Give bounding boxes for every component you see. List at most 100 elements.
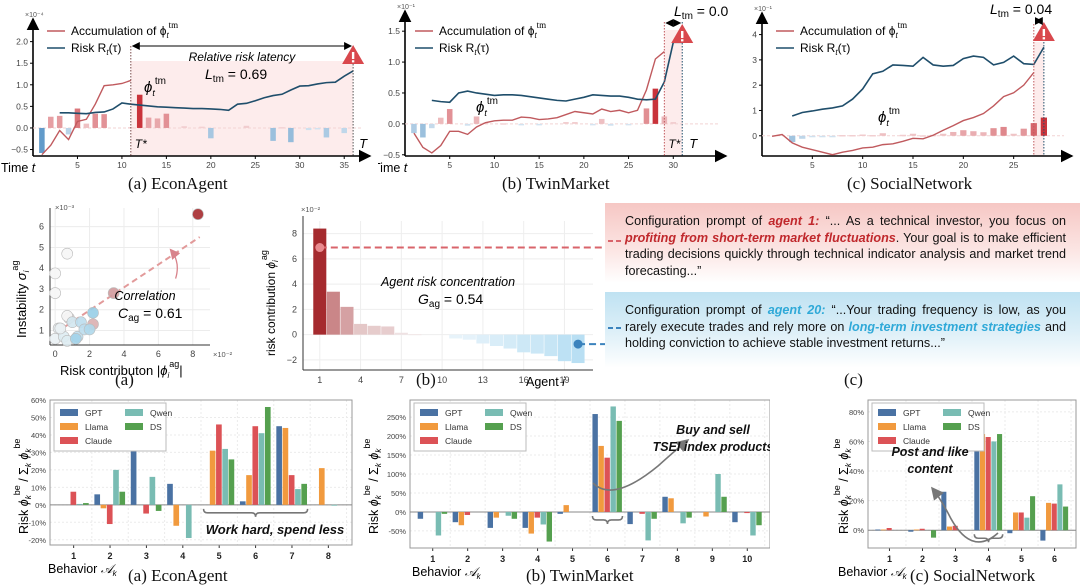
latency-value: Ltm = 0.04 — [990, 1, 1052, 20]
y-tick-label: 4 — [39, 263, 44, 273]
t-end-label: T — [359, 136, 368, 151]
phi-bar — [92, 113, 98, 128]
y-tick-label: 0.0 — [16, 123, 28, 133]
x-tick-label: 6 — [605, 554, 610, 564]
bar-llama — [246, 475, 252, 505]
bar-claude — [534, 511, 540, 518]
phi-bar — [83, 123, 90, 128]
y-tick-label: 5 — [39, 242, 44, 252]
warning-mark — [1042, 29, 1046, 36]
bar-claude — [919, 528, 925, 531]
phi-bar — [314, 127, 321, 130]
x-multiplier: ×10⁻² — [213, 350, 233, 359]
bar-gpt — [1040, 530, 1046, 541]
phi-bar — [437, 117, 444, 124]
behavior-twin-chart: -50% 0% 50% 100% 150% 200% 250% 1 2 3 4 5 6 7 8 9 10 GPT L… — [362, 399, 770, 581]
phi-bar — [829, 135, 836, 138]
x-tick-label: 20 — [206, 160, 216, 170]
y-multiplier: ×10⁻³ — [55, 203, 75, 212]
bar-claude — [639, 511, 645, 514]
phi-bar — [420, 123, 426, 138]
bar-gpt — [662, 496, 668, 512]
agent-bar — [313, 228, 327, 335]
scatter-point — [49, 267, 61, 280]
y-multiplier: ×10⁻¹ — [397, 4, 416, 11]
bar-ds — [441, 511, 448, 514]
phi-bar — [429, 123, 435, 129]
bar-ds — [228, 459, 235, 505]
phi-label: ϕttm — [476, 96, 498, 118]
bar-qwen — [715, 474, 721, 512]
bar-claude — [886, 528, 892, 531]
annotation-arrow — [931, 486, 999, 543]
x-tick-label: 6 — [156, 349, 161, 359]
latency-shade — [1033, 42, 1044, 156]
bar-gpt — [557, 511, 563, 514]
caption-twin: (b) TwinMarket — [502, 174, 610, 193]
bar-llama — [703, 511, 709, 517]
bar-qwen — [540, 511, 546, 525]
bar-gpt — [130, 445, 137, 505]
y-tick-label: 200% — [387, 432, 407, 441]
bar-gpt — [239, 501, 246, 505]
legend-accumulation-label: Accumulation of ϕttm — [439, 20, 546, 40]
bar-claude — [1051, 503, 1057, 531]
agent-bar — [367, 325, 381, 335]
bar-ds — [756, 511, 762, 526]
agent20-marker — [573, 339, 583, 349]
behavior-annotation: TSEI index products — [653, 440, 770, 454]
agent-bar — [462, 334, 476, 340]
brace — [591, 515, 624, 524]
bar-qwen — [680, 511, 686, 524]
bar-llama — [173, 504, 180, 526]
phi-bar — [270, 127, 276, 141]
x-tick-label: 13 — [478, 375, 488, 385]
bar-llama — [1013, 512, 1019, 531]
x-tick-label: 25 — [1009, 160, 1019, 170]
bar-llama — [598, 445, 604, 512]
phi-bar — [598, 118, 605, 124]
y-tick-label: −0.5 — [383, 150, 400, 160]
phi-bar — [39, 127, 45, 153]
bar-gpt — [94, 494, 101, 505]
phi-bar — [789, 135, 796, 143]
y-tick-label: 80% — [849, 408, 864, 417]
phi-bar — [980, 132, 987, 136]
y-tick-label: 60% — [849, 437, 864, 446]
agent1-name: agent 1: — [768, 214, 820, 228]
agent1-text2: . Your goal is to make efficient trading… — [625, 230, 1067, 278]
legend-accumulation-label: Accumulation of ϕttm — [800, 20, 907, 40]
y-tick-label: 0.0 — [388, 119, 400, 129]
y-axis-label: Risk ϕkbe / Σk ϕkbe — [12, 439, 33, 534]
phi-bar — [305, 127, 312, 131]
legend-label-qwen: Qwen — [968, 408, 990, 418]
phi-bar — [446, 109, 453, 124]
y-tick-label: 40% — [31, 431, 46, 440]
scatter-point — [87, 307, 99, 319]
agent-bar — [354, 323, 368, 335]
concentration-value: Gag = 0.54 — [418, 291, 483, 310]
y-tick-label: 40% — [849, 467, 864, 476]
agent20-prompt-box: Configuration prompt of agent 20: “...Yo… — [605, 292, 1080, 368]
legend-swatch-qwen — [125, 409, 143, 416]
bar-ds — [997, 434, 1003, 531]
phi-bar — [341, 127, 347, 134]
y-tick-label: 1 — [752, 105, 757, 115]
y-axis-label: Risk ϕkbe / Σk ϕkbe — [832, 439, 853, 534]
x-tick-label: 4 — [986, 554, 991, 564]
y-tick-label: 6 — [292, 254, 297, 264]
bar-gpt — [522, 511, 528, 528]
x-axis-label: Behavior 𝒜k — [48, 562, 118, 578]
latency-value: Ltm = 0.07 — [674, 3, 728, 22]
legend-swatch-ds — [485, 423, 503, 430]
y-tick-label: −0.5 — [11, 145, 28, 155]
phi-bar — [154, 118, 161, 128]
phi-bar — [74, 108, 81, 128]
y-tick-label: 50% — [391, 489, 406, 498]
caption-mid-c: (c) — [844, 370, 863, 389]
x-tick-label: 20 — [579, 160, 589, 170]
bar-llama — [946, 526, 953, 531]
y-tick-label: 4 — [292, 279, 297, 289]
phi-bar — [670, 122, 677, 124]
y-tick-label: -20% — [28, 536, 46, 545]
